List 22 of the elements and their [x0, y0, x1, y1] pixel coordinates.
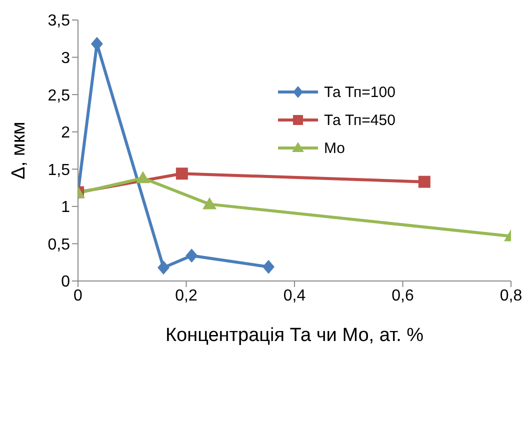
x-tick-label: 0,8	[500, 287, 522, 304]
x-tick-label: 0	[74, 287, 83, 304]
point	[262, 260, 275, 274]
x-tick-label: 0,6	[392, 287, 414, 304]
y-tick-label: 1,5	[48, 162, 70, 179]
y-tick-label: 0,5	[48, 236, 70, 254]
y-tick-label: 2	[61, 124, 70, 142]
y-tick-label: 0	[61, 274, 70, 291]
y-tick-label: 3,5	[48, 12, 70, 30]
point	[176, 168, 188, 180]
point	[186, 248, 198, 263]
legend-label: Та Тп=450	[324, 112, 396, 128]
y-tick-label: 1	[61, 199, 70, 216]
x-axis-title: Концентрація Та чи Мо, ат. %	[165, 325, 424, 346]
y-axis-title: Δ, мкм	[8, 122, 30, 180]
legend-label: Та Тп=100	[324, 84, 396, 100]
y-tick-label: 3	[61, 50, 70, 67]
legend-label: Мо	[324, 140, 346, 156]
x-tick-label: 0,2	[175, 287, 198, 304]
x-tick-label: 0,4	[283, 287, 306, 304]
y-tick-label: 2,5	[48, 87, 70, 104]
point	[158, 260, 170, 275]
